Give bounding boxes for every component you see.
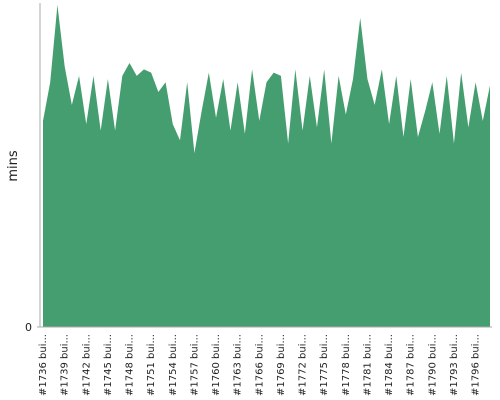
x-tick-label: #1796 bui... <box>471 334 482 396</box>
x-tick-label: #1769 bui... <box>276 334 287 396</box>
x-tick-label: #1763 bui... <box>233 334 244 396</box>
x-tick-label: #1793 bui... <box>449 334 460 396</box>
x-tick-label: #1736 bui... <box>38 334 49 396</box>
x-tick-label: #1742 bui... <box>81 334 92 396</box>
x-tick-label: #1754 bui... <box>168 334 179 396</box>
y-axis-label: mins <box>6 150 21 182</box>
x-tick-label: #1775 bui... <box>319 334 330 396</box>
x-tick-label: #1790 bui... <box>427 334 438 396</box>
x-tick-label: #1784 bui... <box>384 334 395 396</box>
x-tick-label: #1787 bui... <box>406 334 417 396</box>
x-tick-label: #1739 bui... <box>60 334 71 396</box>
x-tick-label: #1757 bui... <box>189 334 200 396</box>
x-tick-label: #1751 bui... <box>146 334 157 396</box>
x-tick-label: #1772 bui... <box>298 334 309 396</box>
x-tick-label: #1745 bui... <box>103 334 114 396</box>
y-tick-label: 0 <box>25 321 32 334</box>
x-tick-label: #1778 bui... <box>341 334 352 396</box>
x-tick-label: #1760 bui... <box>211 334 222 396</box>
x-tick-label: #1766 bui... <box>254 334 265 396</box>
area <box>43 5 490 327</box>
x-tick-label: #1781 bui... <box>362 334 373 396</box>
x-tick-label: #1748 bui... <box>125 334 136 396</box>
